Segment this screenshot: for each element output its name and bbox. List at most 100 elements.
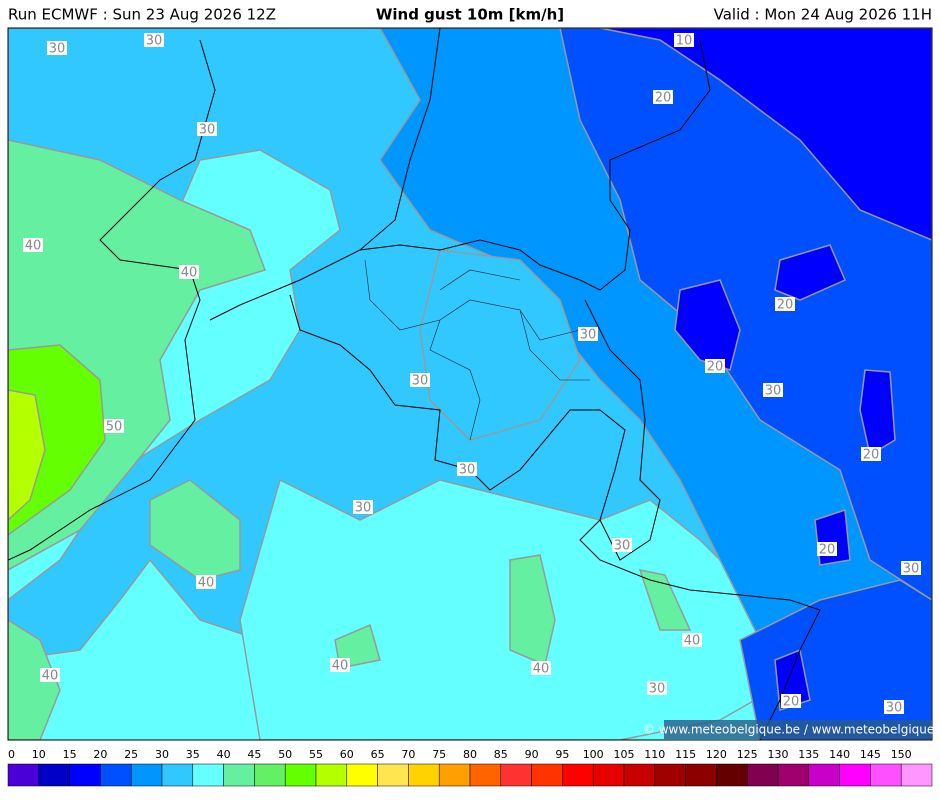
legend-tick-label: 15 (63, 748, 77, 761)
contour-label-bg (47, 41, 67, 55)
legend-tick-label: 25 (124, 748, 138, 761)
legend-swatch (69, 763, 101, 787)
legend-swatch (377, 763, 409, 787)
contour-label: 30 (412, 374, 429, 389)
legend-tick-label: 75 (432, 748, 446, 761)
legend-tick-label: 90 (525, 748, 539, 761)
legend-tick-label: 85 (494, 748, 508, 761)
legend-swatch (161, 763, 194, 787)
legend-swatch (130, 763, 163, 787)
legend-tick-label: 0 (8, 748, 15, 761)
legend-swatch (223, 763, 255, 787)
contour-label-bg (578, 327, 598, 341)
contour-label: 40 (533, 662, 550, 677)
contour-label-bg (901, 561, 921, 575)
legend-swatch (592, 763, 625, 787)
contour-label: 30 (614, 539, 631, 554)
legend-tick-label: 40 (217, 748, 231, 761)
legend-swatch (469, 763, 502, 787)
legend-swatch (839, 763, 871, 787)
legend-swatch (192, 763, 224, 787)
legend-tick-label: 35 (186, 748, 200, 761)
contour-label-bg (763, 383, 783, 397)
contour-label: 40 (332, 659, 349, 674)
legend-tick-label: 10 (32, 748, 46, 761)
contour-label-bg (353, 500, 373, 514)
contour-label: 40 (684, 634, 701, 649)
legend-swatch (284, 763, 317, 787)
legend-swatch (7, 763, 40, 787)
contour-label-bg (40, 668, 60, 682)
legend-swatch (746, 763, 779, 787)
legend-tick-label: 20 (93, 748, 107, 761)
contour-label-bg (179, 265, 199, 279)
contour-label: 20 (777, 298, 794, 313)
legend-tick-label: 125 (737, 748, 758, 761)
contour-label-bg (144, 33, 164, 47)
contour-label: 20 (707, 360, 724, 375)
contour-label-bg (612, 538, 632, 552)
contour-label: 20 (655, 91, 672, 106)
legend-tick-label: 100 (583, 748, 604, 761)
credit: © www.meteobelgique.be / www.meteobelgiq… (643, 723, 940, 737)
contour-label: 40 (181, 266, 198, 281)
legend-swatch (38, 763, 70, 787)
legend-tick-label: 45 (247, 748, 261, 761)
legend-swatch (100, 763, 132, 787)
legend-swatch (500, 763, 532, 787)
legend-tick-label: 70 (401, 748, 415, 761)
contour-label-bg (781, 694, 801, 708)
credit-box (664, 720, 932, 739)
legend-tick-label: 95 (555, 748, 569, 761)
contour-label: 30 (765, 384, 782, 399)
legend-tick-label: 135 (798, 748, 819, 761)
contour-label-bg (531, 661, 551, 675)
contour-label: 30 (355, 501, 372, 516)
legend-swatch (531, 763, 563, 787)
legend-swatch (408, 763, 440, 787)
contour-label-bg (330, 658, 350, 672)
valid-info: Valid : Mon 24 Aug 2026 11H (714, 6, 932, 24)
legend-swatch (777, 763, 810, 787)
legend-swatch (254, 763, 286, 787)
contour-label-bg (775, 297, 795, 311)
contour-label: 30 (886, 701, 903, 716)
contour-label: 20 (863, 448, 880, 463)
contour-label-bg (647, 681, 667, 695)
legend-swatch (438, 763, 471, 787)
contour-label: 30 (649, 682, 666, 697)
run-info: Run ECMWF : Sun 23 Aug 2026 12Z (8, 6, 276, 24)
contour-label: 20 (819, 543, 836, 558)
legend-tick-label: 150 (891, 748, 912, 761)
legend-swatch (685, 763, 717, 787)
contour-label-bg (705, 359, 725, 373)
contour-label: 30 (580, 328, 597, 343)
legend-swatch (654, 763, 686, 787)
contour-label: 30 (49, 42, 66, 57)
contour-label-bg (653, 90, 673, 104)
contour-label: 30 (903, 562, 920, 577)
contour-label-bg (884, 700, 904, 714)
contour-label: 30 (199, 123, 216, 138)
contour-label-bg (682, 633, 702, 647)
legend-tick-label: 55 (309, 748, 323, 761)
contour-label: 30 (459, 463, 476, 478)
contour-label-bg (861, 447, 881, 461)
contour-label-bg (104, 419, 124, 433)
map-frame (7, 27, 933, 741)
legend-tick-label: 60 (340, 748, 354, 761)
contour-label-bg (817, 542, 837, 556)
legend-swatch (716, 763, 748, 787)
legend-swatch (623, 763, 656, 787)
contour-label-bg (410, 373, 430, 387)
contour-label-bg (674, 33, 694, 47)
map (8, 28, 932, 740)
contour-label-bg (196, 575, 216, 589)
legend-tick-label: 120 (706, 748, 727, 761)
legend-swatch (808, 763, 840, 787)
contour-label: 40 (25, 239, 42, 254)
contour-label-bg (197, 122, 217, 136)
contour-label: 40 (198, 576, 215, 591)
title: Wind gust 10m [km/h] (376, 6, 564, 24)
